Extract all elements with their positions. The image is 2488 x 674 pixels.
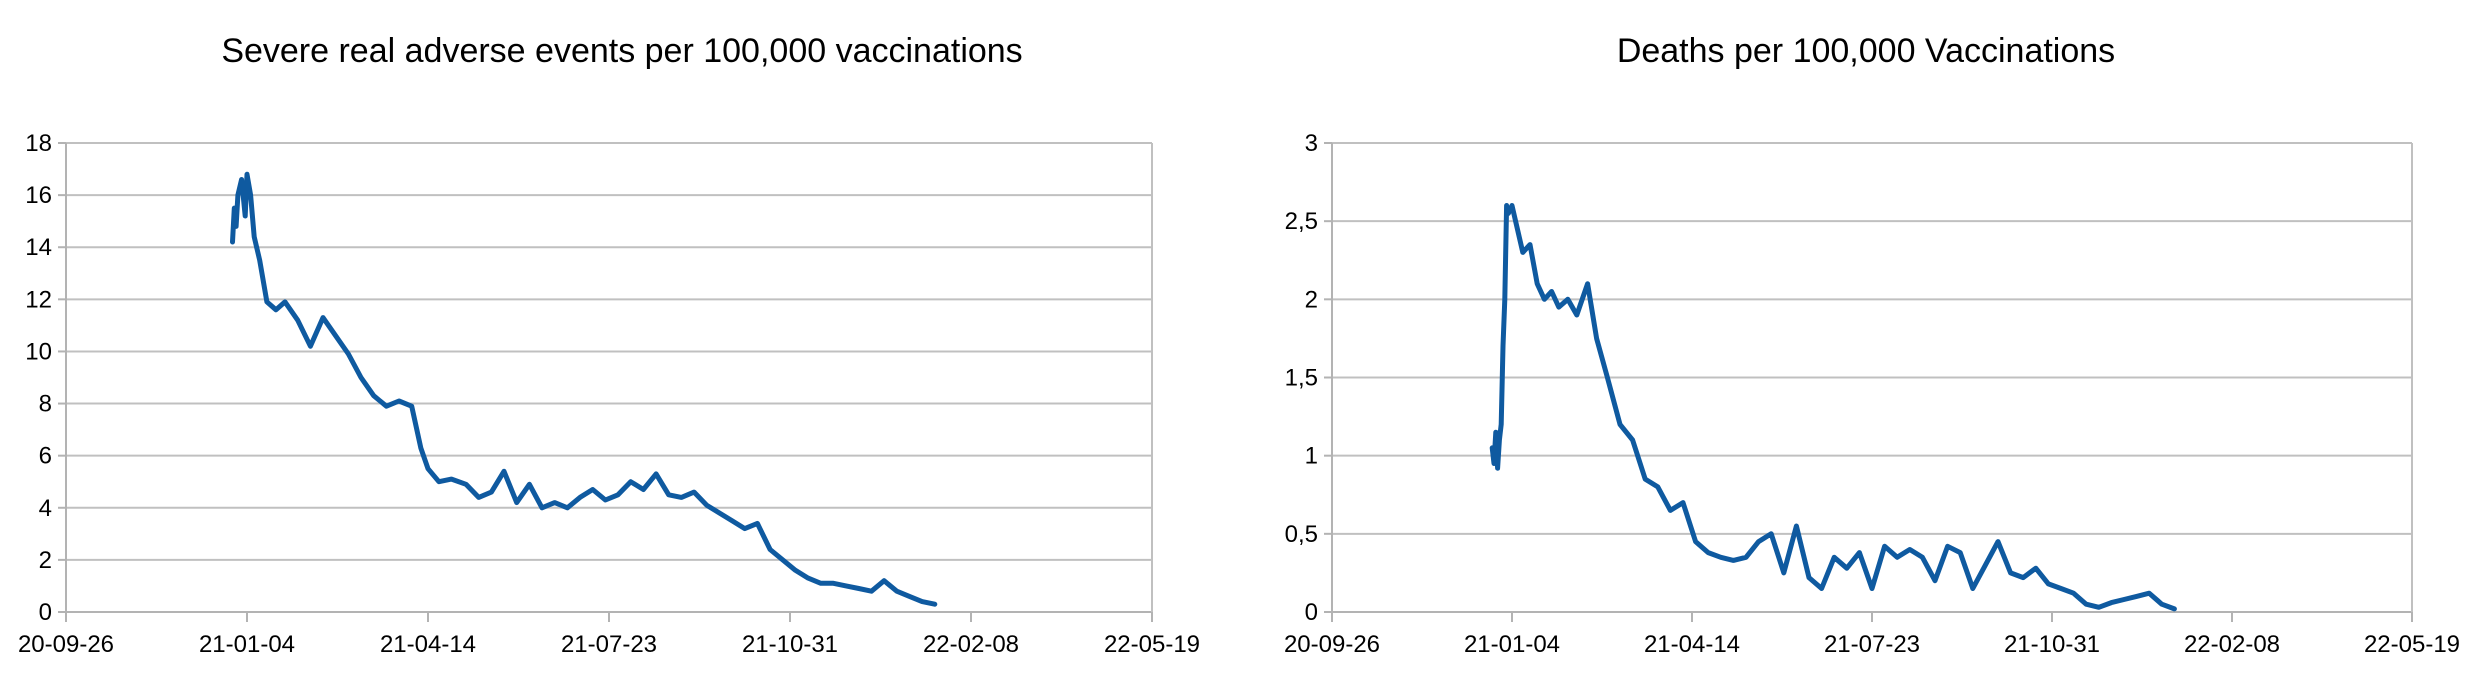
severe-events-plot: 0 2 4 6 8 10 12 14 16 18 20-09-26 21-01-04 21-04-14 2…: [18, 130, 1200, 658]
x-tick-label: 21-04-14: [380, 631, 476, 658]
y-tick-label: 6: [39, 443, 52, 470]
deaths-chart: Deaths per 100,000 Vaccinations 0 0,5 1 1,5…: [1244, 0, 2488, 674]
chart-title: Severe real adverse events per 100,000 v…: [221, 32, 1023, 70]
y-tick-label: 2,5: [1285, 208, 1318, 235]
x-tick-label: 21-10-31: [742, 631, 838, 658]
severe-events-chart: Severe real adverse events per 100,000 v…: [18, 32, 1200, 658]
x-tick-label: 22-05-19: [2364, 631, 2460, 658]
x-tick-label: 22-02-08: [2184, 631, 2280, 658]
y-tick-label: 10: [25, 338, 52, 365]
y-tick-label: 0,5: [1285, 521, 1318, 548]
y-tick-label: 18: [25, 130, 52, 157]
y-tick-label: 3: [1305, 130, 1318, 157]
y-tick-label: 2: [1305, 286, 1318, 313]
x-tick-label: 21-04-14: [1644, 631, 1740, 658]
y-tick-label: 0: [39, 599, 52, 626]
y-tick-label: 1,5: [1285, 365, 1318, 392]
y-tick-label: 8: [39, 391, 52, 418]
deaths-plot: 0 0,5 1 1,5 2 2,5 3 20-09-26 21-01-04 21-04-14 21-…: [1284, 130, 2460, 658]
x-tick-label: 21-01-04: [199, 631, 295, 658]
x-tick-label: 21-07-23: [561, 631, 657, 658]
y-tick-label: 14: [25, 234, 52, 261]
x-tick-label: 21-10-31: [2004, 631, 2100, 658]
x-tick-label: 21-01-04: [1464, 631, 1560, 658]
y-tick-label: 4: [39, 495, 52, 522]
chart-title: Deaths per 100,000 Vaccinations: [1616, 32, 2116, 70]
y-tick-label: 12: [25, 286, 52, 313]
y-tick-label: 2: [39, 547, 52, 574]
series-line: [1489, 203, 2177, 612]
y-tick-label: 16: [25, 182, 52, 209]
x-tick-label: 20-09-26: [1284, 631, 1380, 658]
x-tick-label: 22-05-19: [1104, 631, 1200, 658]
y-tick-label: 0: [1305, 599, 1318, 626]
x-tick-label: 21-07-23: [1824, 631, 1920, 658]
y-tick-label: 1: [1305, 443, 1318, 470]
x-tick-label: 22-02-08: [923, 631, 1019, 658]
x-tick-label: 20-09-26: [18, 631, 114, 658]
series-line: [230, 171, 938, 607]
